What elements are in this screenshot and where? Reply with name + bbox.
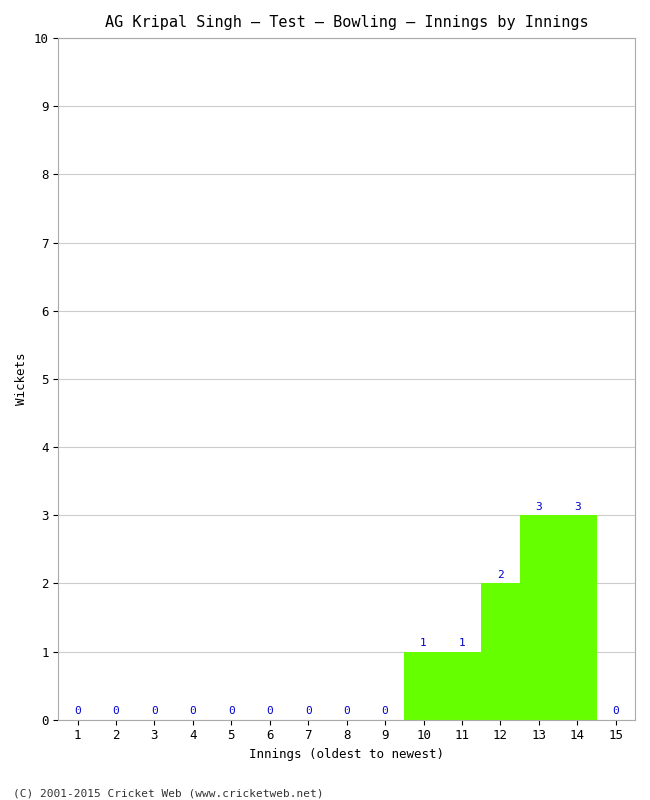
Text: 0: 0 bbox=[382, 706, 389, 716]
Text: 0: 0 bbox=[151, 706, 158, 716]
Text: 1: 1 bbox=[420, 638, 427, 648]
Bar bbox=[481, 583, 519, 720]
Bar bbox=[519, 515, 558, 720]
Bar bbox=[443, 651, 481, 720]
Text: 0: 0 bbox=[74, 706, 81, 716]
Bar bbox=[558, 515, 597, 720]
Text: 0: 0 bbox=[112, 706, 120, 716]
X-axis label: Innings (oldest to newest): Innings (oldest to newest) bbox=[249, 748, 444, 761]
Text: 0: 0 bbox=[612, 706, 619, 716]
Bar bbox=[404, 651, 443, 720]
Text: 0: 0 bbox=[343, 706, 350, 716]
Text: 3: 3 bbox=[536, 502, 542, 512]
Text: 0: 0 bbox=[266, 706, 273, 716]
Text: 0: 0 bbox=[189, 706, 196, 716]
Text: 0: 0 bbox=[305, 706, 311, 716]
Title: AG Kripal Singh – Test – Bowling – Innings by Innings: AG Kripal Singh – Test – Bowling – Innin… bbox=[105, 15, 588, 30]
Text: 3: 3 bbox=[574, 502, 580, 512]
Text: 2: 2 bbox=[497, 570, 504, 580]
Text: 0: 0 bbox=[228, 706, 235, 716]
Text: (C) 2001-2015 Cricket Web (www.cricketweb.net): (C) 2001-2015 Cricket Web (www.cricketwe… bbox=[13, 788, 324, 798]
Text: 1: 1 bbox=[459, 638, 465, 648]
Y-axis label: Wickets: Wickets bbox=[15, 353, 28, 405]
